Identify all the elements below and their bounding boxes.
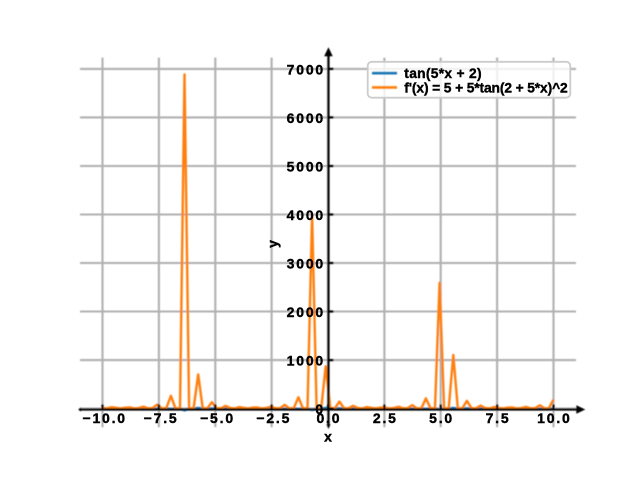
- svg-text:0.0: 0.0: [316, 410, 341, 426]
- svg-text:2.5: 2.5: [373, 410, 398, 426]
- svg-text:6000: 6000: [287, 110, 325, 126]
- svg-text:5.0: 5.0: [429, 410, 454, 426]
- svg-text:2000: 2000: [287, 304, 325, 320]
- svg-text:3000: 3000: [287, 256, 325, 272]
- svg-text:7000: 7000: [287, 61, 325, 77]
- svg-text:5000: 5000: [287, 159, 325, 175]
- svg-text:−7.5: −7.5: [144, 410, 179, 426]
- svg-text:−2.5: −2.5: [256, 410, 291, 426]
- svg-text:x: x: [324, 429, 332, 445]
- svg-text:4000: 4000: [287, 207, 325, 223]
- svg-text:−5.0: −5.0: [200, 410, 235, 426]
- svg-text:1000: 1000: [287, 353, 325, 369]
- svg-text:tan(5*x + 2): tan(5*x + 2): [404, 66, 482, 81]
- svg-text:10.0: 10.0: [537, 410, 571, 426]
- svg-text:−10.0: −10.0: [82, 410, 126, 426]
- svg-text:7.5: 7.5: [486, 410, 511, 426]
- svg-text:y: y: [265, 240, 281, 248]
- svg-text:f'(x) = 5 + 5*tan(2 + 5*x)^2: f'(x) = 5 + 5*tan(2 + 5*x)^2: [404, 80, 568, 95]
- svg-text:0: 0: [315, 401, 325, 417]
